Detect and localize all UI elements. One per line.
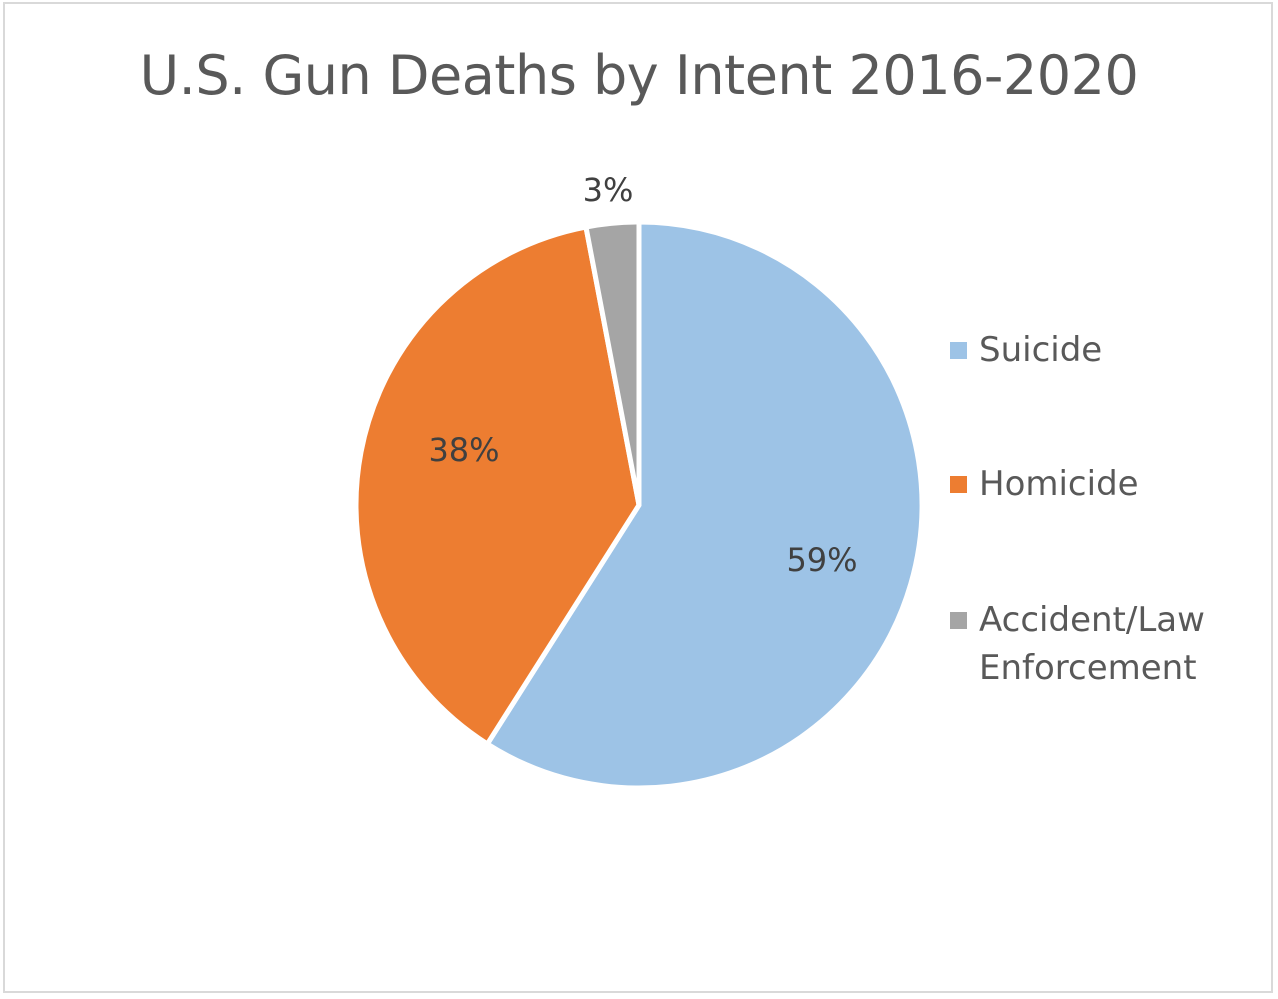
chart-title: U.S. Gun Deaths by Intent 2016-2020 <box>139 44 1139 107</box>
data-label-suicide: 59% <box>786 541 857 579</box>
pie-slice-accident <box>583 219 642 508</box>
data-label-accident: 3% <box>583 171 634 209</box>
legend-label-accident: Accident/Law Enforcement <box>979 600 1205 688</box>
legend-swatch-homicide <box>950 476 967 493</box>
legend-label-homicide: Homicide <box>979 464 1139 504</box>
legend-swatch-accident <box>950 612 967 629</box>
pie-slice-suicide <box>484 219 925 791</box>
data-label-homicide: 38% <box>428 431 499 469</box>
pie-slice-homicide <box>353 224 642 747</box>
legend-swatch-suicide <box>950 342 967 359</box>
legend-label-suicide: Suicide <box>979 330 1103 370</box>
